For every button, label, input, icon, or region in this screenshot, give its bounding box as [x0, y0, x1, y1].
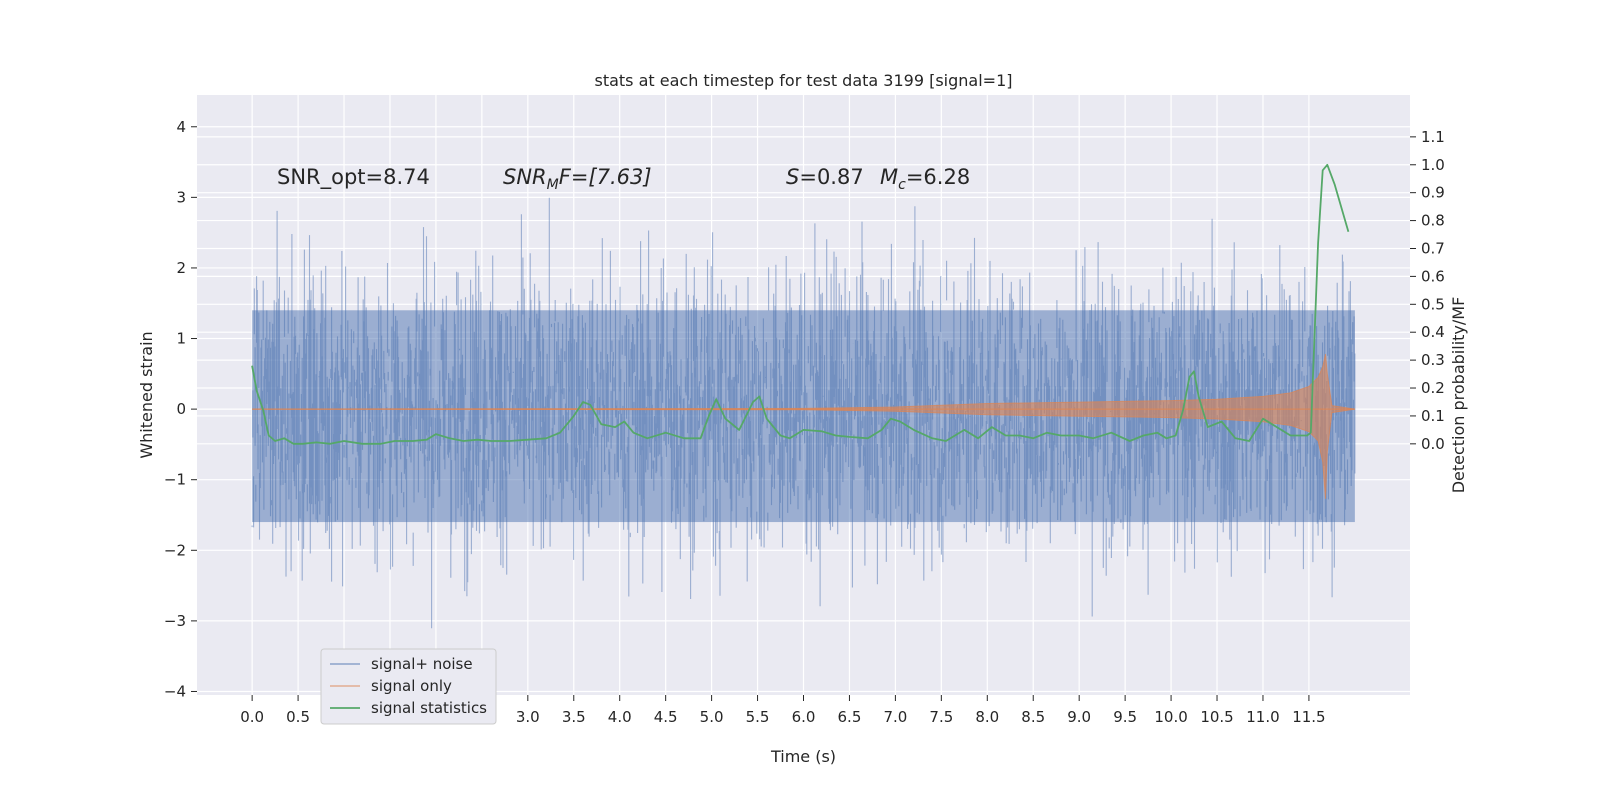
x-tick-label: 5.5: [746, 708, 770, 726]
y-tick-label: −1: [164, 471, 186, 489]
chart-title: stats at each timestep for test data 319…: [594, 71, 1012, 90]
signal-envelope: [252, 353, 1355, 499]
series-signal-statistics: [251, 163, 1350, 445]
statistics-line: [251, 163, 1350, 445]
y-right-axis-label: Detection probability/MF: [1449, 297, 1468, 494]
y-tick-label: −3: [164, 612, 186, 630]
annotation-mc: Mc=6.28: [880, 165, 970, 193]
snr-mf-value: F=[7.63]: [559, 165, 652, 189]
y-tick-label: −4: [164, 682, 186, 700]
x-tick-label: 6.0: [792, 708, 816, 726]
y-axis-label: Whitened strain: [137, 331, 156, 458]
x-tick-label: 5.0: [700, 708, 724, 726]
x-tick-label: 8.0: [975, 708, 999, 726]
y-tick-label: 1: [176, 330, 186, 348]
annotation-s: S=0.87: [786, 165, 864, 189]
mc-value: =6.28: [906, 165, 970, 189]
x-tick-label: 3.5: [562, 708, 586, 726]
series-signal-only: [252, 353, 1355, 499]
legend: signal+ noise signal only signal statist…: [320, 648, 497, 725]
y-right-tick-label: 0.6: [1421, 267, 1445, 285]
y-right-tick-label: 0.3: [1421, 351, 1445, 369]
y-tick-label: 3: [176, 188, 186, 206]
y-right-tick-label: 0.9: [1421, 184, 1445, 202]
y-right-tick-label: 0.5: [1421, 295, 1445, 313]
mc-subscript: c: [898, 177, 906, 193]
x-tick-label: 9.0: [1067, 708, 1091, 726]
x-tick-label: 10.5: [1200, 708, 1233, 726]
y-right-tick-label: 0.4: [1421, 323, 1445, 341]
y-tick-label: 2: [176, 259, 186, 277]
x-tick-label: 10.0: [1154, 708, 1187, 726]
x-tick-label: 4.5: [654, 708, 678, 726]
x-axis-label: Time (s): [770, 747, 836, 766]
annotation-snr-mf: SNRMF=[7.63]: [503, 165, 652, 193]
x-tick-label: 7.5: [929, 708, 953, 726]
y-right-tick-label: 0.2: [1421, 379, 1445, 397]
x-tick-label: 11.0: [1246, 708, 1279, 726]
x-tick-label: 6.5: [838, 708, 862, 726]
mc-symbol: M: [880, 165, 898, 189]
y-right-tick-label: 0.0: [1421, 435, 1445, 453]
y-axis-ticks: −4 −3 −2 −1 0 1 2 3 4: [164, 118, 197, 700]
snr-mf-symbol: SNR: [503, 165, 547, 189]
x-tick-label: 4.0: [608, 708, 632, 726]
x-tick-label: 7.0: [883, 708, 907, 726]
y-tick-label: −2: [164, 541, 186, 559]
legend-label-signal-statistics: signal statistics: [371, 699, 487, 717]
y-right-tick-label: 1.1: [1421, 128, 1445, 146]
x-tick-label: 9.5: [1113, 708, 1137, 726]
s-symbol: S: [786, 165, 799, 189]
x-tick-label: 8.5: [1021, 708, 1045, 726]
x-tick-label: 11.5: [1292, 708, 1325, 726]
legend-label-signal-noise: signal+ noise: [371, 655, 473, 673]
y-right-tick-label: 0.1: [1421, 407, 1445, 425]
y-right-tick-label: 1.0: [1421, 156, 1445, 174]
annotation-snr-opt: SNR_opt=8.74: [277, 165, 430, 190]
y-tick-label: 0: [176, 400, 186, 418]
y-right-axis-ticks: 0.0 0.1 0.2 0.3 0.4 0.5 0.6 0.7 0.8 0.9 1.0 1.1: [1410, 128, 1445, 453]
snr-mf-subscript: M: [547, 177, 559, 193]
s-value: =0.87: [799, 165, 863, 189]
y-right-tick-label: 0.7: [1421, 239, 1445, 257]
noise-trace: [251, 197, 1356, 629]
legend-label-signal-only: signal only: [371, 677, 452, 695]
y-tick-label: 4: [176, 118, 186, 136]
legend-box: [320, 648, 497, 725]
x-tick-label: 3.0: [516, 708, 540, 726]
x-tick-label: 0.5: [286, 708, 310, 726]
y-right-tick-label: 0.8: [1421, 212, 1445, 230]
x-tick-label: 0.0: [240, 708, 264, 726]
